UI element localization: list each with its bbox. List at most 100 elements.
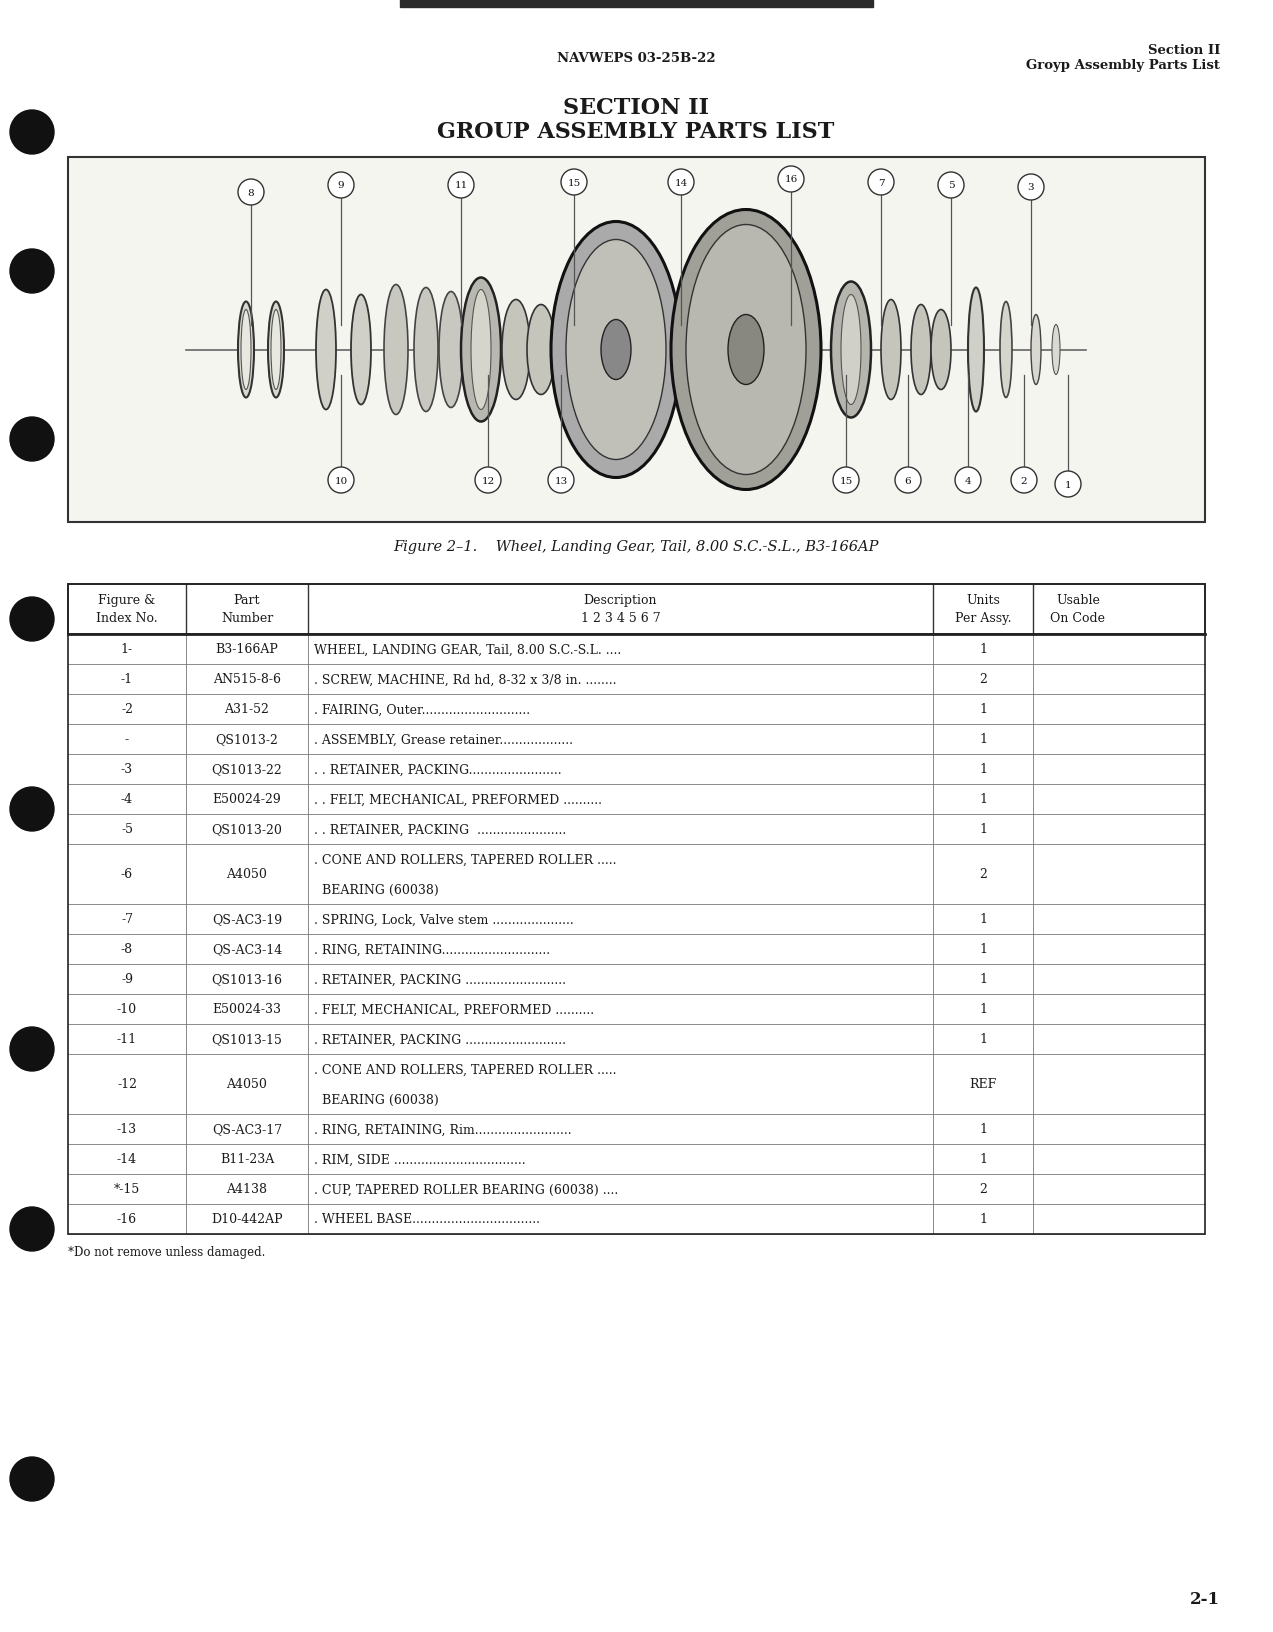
Text: Figure 2–1.    Wheel, Landing Gear, Tail, 8.00 S.C.-S.L., B3-166AP: Figure 2–1. Wheel, Landing Gear, Tail, 8…: [393, 540, 878, 553]
Text: BEARING (60038): BEARING (60038): [314, 1093, 439, 1106]
Bar: [67, 1054, 1206, 1115]
Ellipse shape: [551, 222, 681, 478]
Text: 1: 1: [979, 793, 987, 806]
Text: . RING, RETAINING, Rim.........................: . RING, RETAINING, Rim..................…: [314, 1123, 572, 1136]
Ellipse shape: [841, 295, 861, 405]
Text: SECTION II: SECTION II: [563, 96, 709, 119]
Circle shape: [328, 468, 354, 494]
Bar: [67, 994, 1206, 1025]
Ellipse shape: [911, 305, 931, 395]
Bar: [67, 584, 1206, 635]
Text: 1: 1: [979, 733, 987, 746]
Text: B11-23A: B11-23A: [220, 1152, 274, 1165]
Text: . . FELT, MECHANICAL, PREFORMED ..........: . . FELT, MECHANICAL, PREFORMED ........…: [314, 793, 602, 806]
Circle shape: [10, 111, 53, 155]
Circle shape: [778, 166, 805, 193]
Bar: [67, 1025, 1206, 1054]
Text: 10: 10: [335, 477, 348, 485]
Text: Index No.: Index No.: [97, 612, 158, 625]
Ellipse shape: [241, 310, 251, 390]
Text: . RETAINER, PACKING ..........................: . RETAINER, PACKING ....................…: [314, 1033, 566, 1046]
Ellipse shape: [502, 300, 530, 400]
Circle shape: [10, 1208, 53, 1252]
Bar: [67, 635, 1206, 664]
Text: -6: -6: [121, 868, 134, 881]
Bar: [67, 1115, 1206, 1144]
Text: -10: -10: [117, 1004, 137, 1015]
Ellipse shape: [1051, 325, 1060, 375]
Text: 16: 16: [784, 175, 798, 184]
Bar: [67, 965, 1206, 994]
Text: 13: 13: [554, 477, 568, 485]
Text: QS1013-15: QS1013-15: [211, 1033, 283, 1046]
Text: 11: 11: [454, 181, 467, 191]
Text: . SCREW, MACHINE, Rd hd, 8-32 x 3/8 in. ........: . SCREW, MACHINE, Rd hd, 8-32 x 3/8 in. …: [314, 672, 616, 685]
Circle shape: [10, 788, 53, 831]
Bar: [67, 785, 1206, 814]
Text: . . RETAINER, PACKING........................: . . RETAINER, PACKING...................…: [314, 764, 561, 777]
Text: Section II: Section II: [1148, 44, 1220, 57]
Text: On Code: On Code: [1050, 612, 1105, 625]
Text: . FELT, MECHANICAL, PREFORMED ..........: . FELT, MECHANICAL, PREFORMED ..........: [314, 1004, 594, 1015]
Text: . RETAINER, PACKING ..........................: . RETAINER, PACKING ....................…: [314, 973, 566, 986]
Text: -4: -4: [121, 793, 134, 806]
Text: . ASSEMBLY, Grease retainer...................: . ASSEMBLY, Grease retainer.............…: [314, 733, 573, 746]
Ellipse shape: [1031, 315, 1041, 385]
Bar: [67, 904, 1206, 935]
Circle shape: [448, 173, 474, 199]
Bar: [67, 584, 1206, 1234]
Text: D10-442AP: D10-442AP: [211, 1213, 283, 1226]
Text: WHEEL, LANDING GEAR, Tail, 8.00 S.C.-S.L. ....: WHEEL, LANDING GEAR, Tail, 8.00 S.C.-S.L…: [314, 643, 621, 656]
Text: -14: -14: [117, 1152, 137, 1165]
Text: A31-52: A31-52: [224, 703, 270, 716]
Text: -1: -1: [121, 672, 134, 685]
Text: A4050: A4050: [227, 1077, 267, 1090]
Text: *Do not remove unless damaged.: *Do not remove unless damaged.: [67, 1245, 265, 1258]
Text: 1: 1: [979, 1004, 987, 1015]
Circle shape: [895, 468, 920, 494]
Text: -2: -2: [121, 703, 132, 716]
Text: 1-: 1-: [121, 643, 134, 656]
Text: 1: 1: [979, 703, 987, 716]
Bar: [67, 1175, 1206, 1204]
Text: GROUP ASSEMBLY PARTS LIST: GROUP ASSEMBLY PARTS LIST: [438, 121, 835, 144]
Bar: [67, 1144, 1206, 1175]
Bar: [67, 725, 1206, 754]
Text: 1: 1: [979, 764, 987, 777]
Text: 1: 1: [979, 823, 987, 836]
Text: 2: 2: [1021, 477, 1027, 485]
Text: . CONE AND ROLLERS, TAPERED ROLLER .....: . CONE AND ROLLERS, TAPERED ROLLER .....: [314, 854, 616, 867]
Ellipse shape: [384, 286, 409, 415]
Text: 1: 1: [979, 643, 987, 656]
Circle shape: [475, 468, 502, 494]
Circle shape: [938, 173, 964, 199]
Ellipse shape: [439, 292, 463, 408]
Text: E50024-29: E50024-29: [213, 793, 281, 806]
Ellipse shape: [238, 302, 255, 398]
Text: A4138: A4138: [227, 1183, 267, 1196]
Text: QS1013-22: QS1013-22: [211, 764, 283, 777]
Ellipse shape: [671, 211, 821, 490]
Ellipse shape: [1001, 302, 1012, 398]
Text: 8: 8: [248, 188, 255, 197]
Circle shape: [10, 1457, 53, 1501]
Circle shape: [668, 170, 694, 196]
Circle shape: [238, 180, 264, 206]
Ellipse shape: [527, 305, 555, 395]
Text: 1: 1: [979, 1123, 987, 1136]
Circle shape: [10, 418, 53, 462]
Ellipse shape: [881, 300, 901, 400]
Ellipse shape: [601, 320, 631, 380]
Text: BEARING (60038): BEARING (60038): [314, 883, 439, 896]
Ellipse shape: [931, 310, 951, 390]
Text: 2: 2: [979, 1183, 987, 1196]
Circle shape: [561, 170, 587, 196]
Text: A4050: A4050: [227, 868, 267, 881]
Circle shape: [328, 173, 354, 199]
Circle shape: [1055, 472, 1081, 498]
Ellipse shape: [728, 315, 764, 385]
Text: -9: -9: [121, 973, 132, 986]
Text: Usable: Usable: [1057, 594, 1100, 607]
Bar: [67, 814, 1206, 844]
Text: QS-AC3-17: QS-AC3-17: [211, 1123, 283, 1136]
